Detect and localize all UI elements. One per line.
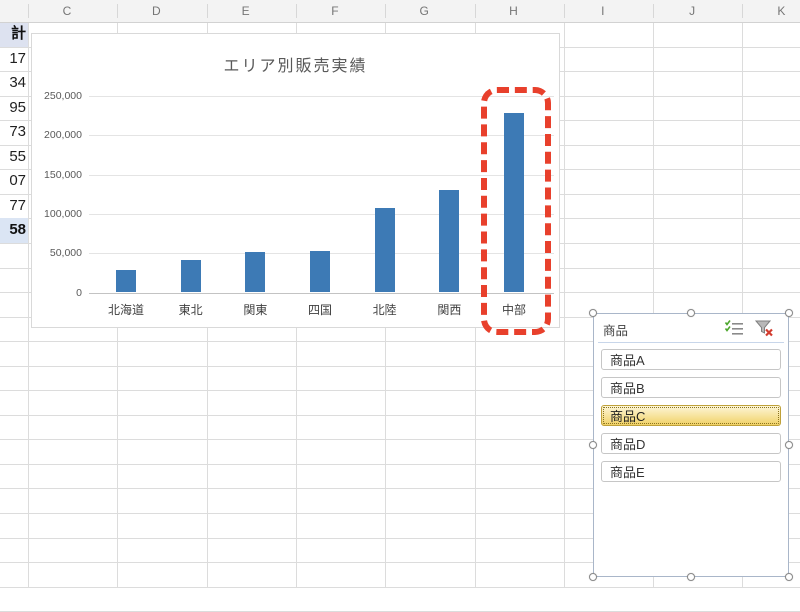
sales-chart[interactable]: エリア別販売実績 0 50,000 100,000 150,000 200,000 250… — [31, 33, 560, 328]
highlight-annotation-rect — [481, 87, 551, 335]
chart-bar-東北[interactable] — [180, 260, 201, 293]
column-header-row: C D E F G H I J K — [0, 0, 800, 23]
grid-row-line — [0, 341, 800, 343]
x-axis-label-東北: 東北 — [178, 302, 203, 317]
grid-row-line — [0, 513, 800, 514]
multi-select-icon[interactable] — [724, 319, 744, 337]
slicer-resize-handle[interactable] — [687, 309, 695, 317]
column-header-separator — [563, 4, 565, 18]
column-header-K[interactable]: K — [777, 4, 786, 18]
grid-row-line — [0, 537, 800, 539]
column-header-D[interactable]: D — [151, 4, 161, 18]
grid-column-line — [653, 22, 655, 588]
grid-column-line — [28, 22, 29, 588]
clear-filter-icon[interactable] — [754, 319, 774, 337]
chart-bar-関西[interactable] — [439, 189, 460, 293]
column-header-G[interactable]: G — [419, 4, 429, 18]
chart-gridline — [89, 213, 554, 215]
grid-column-line — [742, 22, 744, 588]
slicer-resize-handle[interactable] — [785, 309, 793, 317]
grid-row-line — [0, 488, 800, 490]
x-axis-line — [89, 292, 554, 294]
slicer-item-商品A[interactable]: 商品A — [601, 349, 781, 370]
grid-row-line — [0, 390, 800, 392]
left-column-cell[interactable]: 34 — [9, 74, 26, 92]
chart-title: エリア別販売実績 — [223, 58, 368, 75]
chart-gridline — [89, 135, 554, 137]
grid-column-line — [563, 22, 565, 588]
column-header-separator — [474, 4, 476, 18]
x-axis-label-関東: 関東 — [243, 302, 268, 317]
grid-row-line — [0, 414, 800, 416]
chart-bar-北陸[interactable] — [374, 208, 395, 293]
left-column-cell[interactable]: 07 — [9, 172, 26, 190]
chart-bar-四国[interactable] — [310, 250, 330, 293]
column-header-separator — [653, 4, 655, 18]
column-header-E[interactable]: E — [241, 4, 250, 18]
chart-bar-関東[interactable] — [245, 251, 266, 293]
column-header-separator — [28, 4, 29, 18]
grid-row-line — [0, 562, 800, 564]
slicer-resize-handle[interactable] — [589, 441, 597, 449]
column-header-J[interactable]: J — [689, 4, 696, 18]
slicer-resize-handle[interactable] — [687, 573, 695, 581]
x-axis-label-四国: 四国 — [307, 302, 333, 317]
x-axis-label-北海道: 北海道 — [107, 302, 145, 317]
left-column-cell[interactable]: 17 — [9, 49, 26, 67]
x-axis-label-中部: 中部 — [502, 302, 527, 317]
chart-bar-北海道[interactable] — [116, 270, 136, 293]
slicer-header: 商品 — [594, 314, 788, 342]
grid-row-line — [0, 439, 800, 441]
column-header-separator — [742, 4, 744, 18]
column-header-H[interactable]: H — [509, 4, 518, 18]
left-column-cell[interactable]: 73 — [9, 123, 26, 141]
slicer-item-商品B[interactable]: 商品B — [601, 377, 781, 398]
slicer-item-商品E[interactable]: 商品E — [601, 461, 781, 482]
column-header-separator — [295, 4, 297, 18]
left-column-cell[interactable]: 55 — [9, 147, 26, 165]
grid-row-line — [0, 365, 800, 367]
grid-row-line — [0, 463, 800, 465]
chart-gridline — [89, 96, 554, 97]
column-header-separator — [385, 4, 387, 18]
slicer-resize-handle[interactable] — [589, 309, 597, 317]
y-axis-tick-label: 150,000 — [44, 168, 82, 181]
left-column-cell[interactable]: 計 — [0, 22, 28, 47]
column-header-F[interactable]: F — [331, 4, 339, 18]
slicer-resize-handle[interactable] — [589, 573, 597, 581]
slicer-separator — [598, 342, 784, 343]
slicer-item-商品C[interactable]: 商品C — [601, 405, 781, 426]
y-axis-tick-label: 200,000 — [44, 129, 82, 142]
slicer-title: 商品 — [603, 324, 629, 338]
slicer-resize-handle[interactable] — [785, 573, 793, 581]
chart-bar-中部[interactable] — [504, 112, 525, 293]
chart-gridline — [89, 174, 554, 176]
y-axis-tick-label: 100,000 — [44, 207, 82, 220]
x-axis-label-北陸: 北陸 — [372, 302, 397, 317]
grid-row-line — [0, 586, 800, 588]
y-axis-tick-label: 0 — [76, 286, 82, 299]
left-column-cell[interactable]: 95 — [9, 98, 26, 116]
column-header-I[interactable]: I — [601, 4, 605, 18]
column-header-C[interactable]: C — [62, 4, 72, 18]
column-header-separator — [117, 4, 119, 18]
slicer-resize-handle[interactable] — [785, 441, 793, 449]
slicer-item-商品D[interactable]: 商品D — [601, 433, 781, 454]
left-column-cell[interactable]: 77 — [9, 196, 26, 214]
y-axis-tick-label: 250,000 — [44, 90, 82, 102]
column-header-separator — [206, 4, 208, 18]
x-axis-label-関西: 関西 — [437, 302, 462, 317]
product-slicer[interactable]: 商品 商品A 商品B 商品C 商品D 商品E — [593, 313, 789, 577]
y-axis-tick-label: 50,000 — [49, 247, 82, 260]
left-column-cell[interactable]: 58 — [0, 218, 28, 243]
